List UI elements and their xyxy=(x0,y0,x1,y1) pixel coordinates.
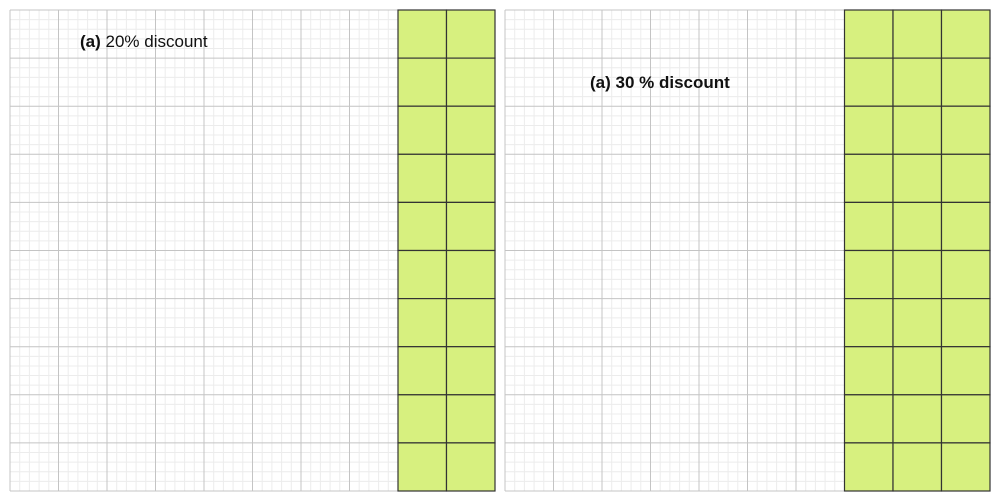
panel-1-shaded-cell xyxy=(397,442,448,492)
panel-2-shaded-cell xyxy=(843,442,894,492)
panel-2-shaded-cell xyxy=(940,57,991,107)
panel-1-label-prefix: (a) xyxy=(80,32,101,51)
panel-2-label: (a) 30 % discount xyxy=(590,73,730,93)
panel-2-shaded-cell xyxy=(940,249,991,300)
panel-2-shaded-cell xyxy=(940,394,991,444)
panel-2-shaded-cell xyxy=(843,9,894,59)
panel-1-shaded-cell xyxy=(445,57,496,107)
panel-1-shaded-cell xyxy=(445,346,496,396)
panel-2-shaded-cell xyxy=(892,346,943,396)
panel-1-shaded-cell xyxy=(397,346,448,396)
panel-2-shaded-cell xyxy=(843,249,894,300)
panel-2-shaded-cell xyxy=(940,9,991,59)
panel-1-label: (a) 20% discount xyxy=(80,32,208,52)
panel-2-shaded-cell xyxy=(843,394,894,444)
panel-1-label-text: 20% discount xyxy=(100,32,208,51)
panel-1-shaded-cell xyxy=(397,105,448,155)
panel-2-shaded-cell xyxy=(892,249,943,300)
panel-2-shaded-cell xyxy=(843,201,894,252)
panel-1-shaded-cell xyxy=(397,9,448,59)
panel-1-shaded-cell xyxy=(397,153,448,204)
panel-1-shaded-cell xyxy=(445,298,496,348)
panel-2-shaded-cell xyxy=(843,105,894,155)
panel-2-shaded-cell xyxy=(940,153,991,204)
panel-1-shaded-cell xyxy=(445,9,496,59)
panel-2-label-text: 30 % discount xyxy=(610,73,730,92)
panel-2-shaded-cell xyxy=(892,57,943,107)
panel-2-shaded-cell xyxy=(892,442,943,492)
panel-2-shaded-cell xyxy=(940,298,991,348)
panel-2-shaded-cell xyxy=(892,298,943,348)
panel-2-shaded-cell xyxy=(940,105,991,155)
panel-2-shaded-cell xyxy=(892,153,943,204)
panel-1-shaded-cell xyxy=(397,298,448,348)
panel-1-shaded-cell xyxy=(445,105,496,155)
panel-2-shaded-cell xyxy=(892,105,943,155)
panel-2-shaded-cell xyxy=(892,201,943,252)
panel-1-shaded-cell xyxy=(397,57,448,107)
panel-2-shaded-cell xyxy=(940,442,991,492)
panel-2-shaded-cell xyxy=(843,346,894,396)
panel-1-shaded-cell xyxy=(397,394,448,444)
panel-1-shaded-cell xyxy=(445,201,496,252)
panel-1-shaded-cell xyxy=(445,249,496,300)
panel-1-shaded-cell xyxy=(445,394,496,444)
panel-2-shaded-cell xyxy=(843,57,894,107)
panel-2-label-prefix: (a) xyxy=(590,73,611,92)
panel-2-shaded-cell xyxy=(940,201,991,252)
panel-1-shaded-cell xyxy=(445,153,496,204)
panel-2-shaded-cell xyxy=(892,394,943,444)
panel-2-shaded-cell xyxy=(892,9,943,59)
panel-1-shaded-cell xyxy=(445,442,496,492)
panel-2-shaded-cell xyxy=(843,298,894,348)
panel-1-shaded-cell xyxy=(397,201,448,252)
panel-2-shaded-cell xyxy=(940,346,991,396)
panel-2-shaded-cell xyxy=(843,153,894,204)
panel-1-shaded-cell xyxy=(397,249,448,300)
